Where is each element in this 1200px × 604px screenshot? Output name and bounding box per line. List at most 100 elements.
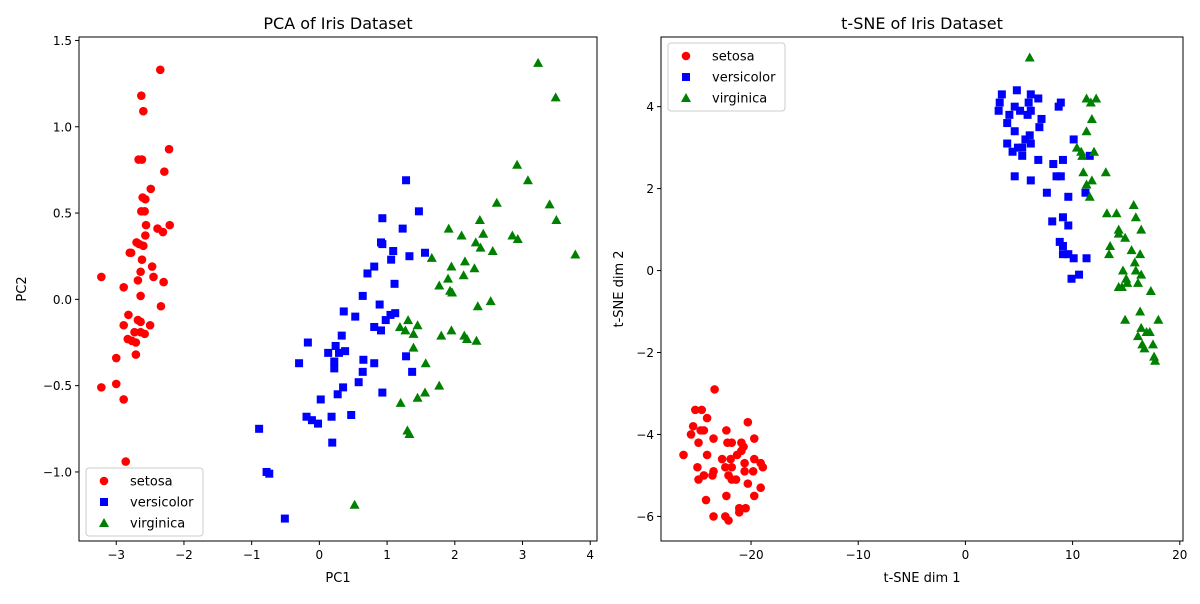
point-virginica bbox=[456, 230, 467, 240]
x-axis-label: PC1 bbox=[325, 571, 350, 586]
point-versicolor bbox=[1034, 94, 1043, 103]
point-setosa bbox=[119, 320, 128, 330]
point-setosa bbox=[743, 479, 753, 488]
point-versicolor bbox=[307, 416, 316, 425]
point-versicolor bbox=[1010, 102, 1019, 111]
point-setosa bbox=[145, 320, 155, 330]
x-tick-label: −3 bbox=[107, 548, 125, 562]
point-versicolor bbox=[358, 367, 367, 376]
point-versicolor bbox=[414, 207, 423, 216]
point-virginica bbox=[1130, 265, 1141, 275]
point-setosa bbox=[97, 272, 106, 282]
legend-label-versicolor: versicolor bbox=[712, 71, 776, 86]
y-tick-label: 0 bbox=[646, 264, 654, 278]
point-setosa bbox=[727, 462, 737, 472]
point-virginica bbox=[522, 175, 533, 185]
point-setosa bbox=[697, 405, 707, 415]
point-setosa bbox=[749, 491, 759, 501]
pca-panel: PCA of Iris Dataset −3 −2 −1 0 1 2 3 4 −1.0 −0.5 0.… bbox=[15, 14, 598, 586]
plot-frame bbox=[660, 36, 1184, 542]
x-tick-label: 4 bbox=[586, 548, 594, 562]
x-tick-label: 1 bbox=[383, 548, 391, 562]
tsne-panel: t-SNE of Iris Dataset−20 −10 0 10 20−6−4−202… bbox=[612, 14, 1187, 586]
point-versicolor bbox=[1024, 98, 1033, 107]
point-virginica bbox=[533, 57, 544, 67]
x-tick-label: 0 bbox=[316, 548, 324, 562]
point-versicolor bbox=[1010, 172, 1019, 181]
point-virginica bbox=[1129, 257, 1140, 267]
data-points bbox=[679, 52, 1164, 525]
point-setosa bbox=[136, 291, 145, 301]
point-virginica bbox=[474, 214, 485, 224]
point-virginica bbox=[395, 397, 406, 407]
point-virginica bbox=[472, 301, 483, 311]
point-versicolor bbox=[1056, 172, 1065, 181]
point-virginica bbox=[1132, 277, 1143, 287]
point-versicolor bbox=[335, 348, 344, 357]
point-setosa bbox=[724, 516, 733, 525]
point-versicolor bbox=[1069, 254, 1078, 263]
y-tick-label: −0.5 bbox=[43, 379, 72, 393]
point-versicolor bbox=[387, 255, 396, 264]
legend-label-virginica: virginica bbox=[712, 92, 767, 107]
point-virginica bbox=[570, 249, 581, 259]
point-virginica bbox=[1139, 343, 1150, 353]
point-setosa bbox=[756, 483, 765, 493]
point-versicolor bbox=[1055, 237, 1064, 246]
legend-marker-setosa bbox=[99, 476, 109, 486]
point-setosa bbox=[749, 434, 759, 443]
point-virginica bbox=[1126, 245, 1137, 255]
y-tick-label: 2 bbox=[646, 182, 654, 196]
point-virginica bbox=[1089, 146, 1100, 156]
point-setosa bbox=[136, 327, 145, 337]
point-virginica bbox=[1086, 175, 1097, 185]
point-setosa bbox=[146, 184, 156, 194]
point-versicolor bbox=[331, 341, 340, 350]
point-setosa bbox=[709, 434, 718, 443]
point-setosa bbox=[701, 495, 711, 505]
point-virginica bbox=[408, 328, 419, 338]
point-virginica bbox=[426, 252, 437, 262]
point-setosa bbox=[708, 471, 717, 480]
point-virginica bbox=[1130, 212, 1141, 222]
point-virginica bbox=[408, 342, 419, 352]
x-tick-label: 10 bbox=[1065, 548, 1080, 562]
point-setosa bbox=[165, 220, 175, 230]
point-virginica bbox=[1136, 269, 1147, 279]
x-tick-label: −2 bbox=[175, 548, 193, 562]
point-virginica bbox=[1150, 355, 1161, 365]
point-setosa bbox=[686, 430, 696, 439]
point-versicolor bbox=[1081, 188, 1090, 197]
point-versicolor bbox=[354, 378, 363, 387]
point-versicolor bbox=[370, 262, 379, 271]
point-virginica bbox=[512, 159, 523, 169]
point-setosa bbox=[131, 350, 141, 359]
point-versicolor bbox=[1010, 127, 1019, 136]
point-setosa bbox=[159, 277, 168, 287]
point-virginica bbox=[1104, 249, 1115, 259]
point-setosa bbox=[133, 276, 143, 285]
point-versicolor bbox=[347, 411, 356, 419]
point-setosa bbox=[134, 155, 143, 164]
point-versicolor bbox=[1067, 274, 1076, 283]
point-virginica bbox=[1132, 331, 1143, 341]
point-virginica bbox=[446, 325, 457, 335]
point-setosa bbox=[702, 450, 712, 460]
point-setosa bbox=[136, 317, 145, 327]
point-setosa bbox=[694, 438, 703, 447]
x-tick-label: −20 bbox=[738, 548, 763, 562]
point-setosa bbox=[136, 207, 146, 216]
point-virginica bbox=[550, 92, 561, 102]
point-versicolor bbox=[1058, 213, 1067, 222]
point-virginica bbox=[469, 263, 480, 273]
point-versicolor bbox=[1082, 254, 1091, 263]
point-versicolor bbox=[408, 367, 417, 376]
legend-marker-versicolor bbox=[100, 498, 108, 506]
point-virginica bbox=[458, 270, 469, 280]
point-versicolor bbox=[324, 348, 333, 357]
point-virginica bbox=[544, 199, 555, 209]
point-versicolor bbox=[378, 214, 387, 223]
point-virginica bbox=[400, 325, 411, 335]
point-versicolor bbox=[997, 90, 1006, 99]
point-setosa bbox=[136, 267, 145, 277]
